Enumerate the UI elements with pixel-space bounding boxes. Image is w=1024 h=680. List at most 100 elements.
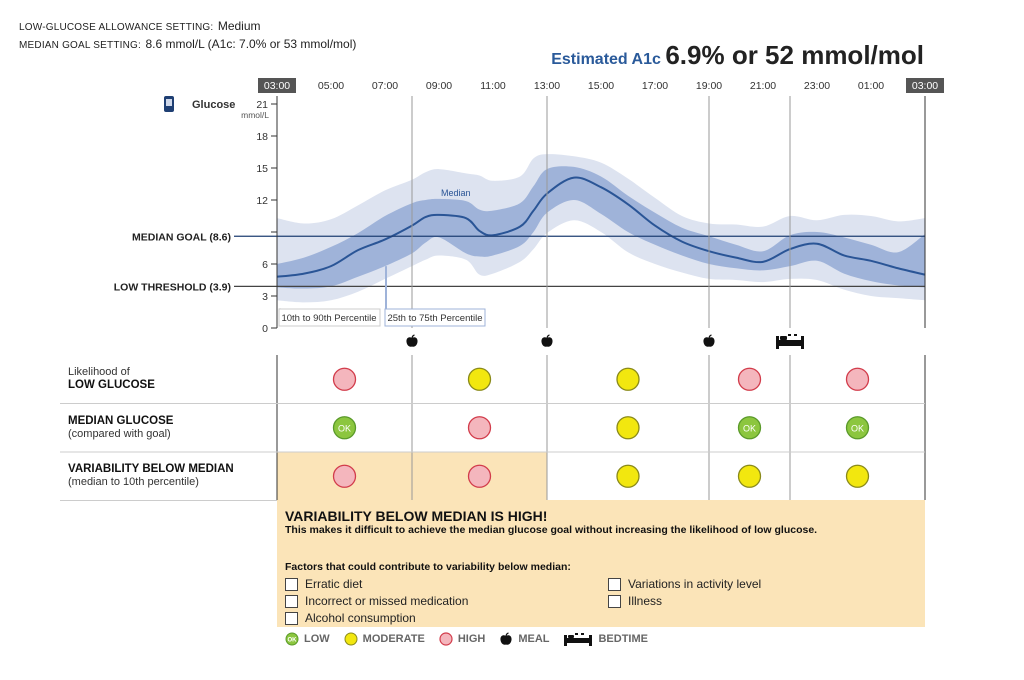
apple-icon (703, 334, 715, 347)
factor-label: Erratic diet (305, 577, 363, 591)
y-unit-label: mmol/L (241, 110, 269, 120)
x-tick-label: 07:00 (372, 80, 398, 92)
bed-frame (776, 340, 804, 346)
legend-high-label: HIGH (457, 633, 486, 645)
apple-body (406, 337, 418, 347)
bed-dot (788, 334, 791, 336)
legend-meal-label: MEAL (518, 633, 550, 645)
x-tick-badge (906, 78, 944, 93)
y-tick-label: 12 (256, 195, 268, 207)
status-ok-text: OK (338, 423, 351, 433)
status-dot-moderate (616, 464, 640, 488)
y-tick-label: 18 (256, 131, 268, 143)
factor-illness[interactable]: Illness (608, 594, 761, 608)
status-dot-high (332, 367, 357, 391)
median-label: Median (441, 188, 471, 198)
legend-ok-text: OK (288, 638, 298, 644)
row-title: MEDIAN GLUCOSE (68, 415, 174, 427)
y-tick-label: 6 (262, 259, 268, 271)
row-subtitle: (median to 10th percentile) (68, 476, 199, 488)
row-subtitle: (compared with goal) (68, 428, 171, 440)
status-dot-high (467, 464, 492, 488)
legend-bedtime: BEDTIME (563, 632, 648, 646)
factor-erratic-diet[interactable]: Erratic diet (285, 577, 468, 591)
row-label-variability: VARIABILITY BELOW MEDIAN (median to 10th… (68, 463, 234, 489)
note-subheading: This makes it difficult to achieve the m… (285, 524, 818, 536)
x-tick-label: 21:00 (750, 80, 776, 92)
legend-outer-label: 10th to 90th Percentile (281, 313, 376, 324)
moderate-dot-icon (344, 632, 358, 646)
status-ok-text: OK (851, 423, 864, 433)
checkbox[interactable] (608, 594, 621, 608)
apple-icon (406, 334, 418, 347)
apple-stem (546, 334, 550, 339)
factor-label: Alcohol consumption (305, 611, 416, 625)
status-dot-moderate (845, 464, 870, 488)
x-tick-label: 23:00 (804, 80, 830, 92)
apple-stem (708, 334, 712, 339)
bed-icon (564, 633, 593, 646)
status-dot-low (332, 416, 357, 440)
legend-meal: MEAL (499, 632, 549, 646)
status-legend: OK LOW MODERATE HIGH MEAL BEDTIME (285, 632, 648, 646)
apple-icon (541, 334, 553, 347)
apple-body (541, 337, 553, 347)
status-ok-text: OK (743, 423, 756, 433)
allowance-label: LOW-GLUCOSE ALLOWANCE SETTING: (19, 22, 214, 33)
status-dot-high (467, 416, 492, 440)
apple-body (703, 337, 715, 347)
factor-activity[interactable]: Variations in activity level (608, 577, 761, 591)
x-tick-label: 03:00 (912, 80, 938, 92)
legend-low: OK LOW (285, 632, 330, 646)
x-tick-label: 01:00 (858, 80, 884, 92)
factor-medication[interactable]: Incorrect or missed medication (285, 594, 468, 608)
median-goal-label: MEDIAN GOAL (8.6) (132, 231, 231, 243)
goal-setting: MEDIAN GOAL SETTING: 8.6 mmol/L (A1c: 7.… (19, 35, 356, 53)
x-tick-label: 17:00 (642, 80, 668, 92)
a1c-label: Estimated A1c (551, 51, 661, 68)
factor-alcohol[interactable]: Alcohol consumption (285, 611, 468, 625)
goal-value: 8.6 mmol/L (A1c: 7.0% or 53 mmol/mol) (145, 37, 357, 51)
legend-high: HIGH (439, 632, 486, 646)
status-dot-moderate (737, 464, 762, 488)
checkbox[interactable] (608, 577, 621, 591)
status-dot-high (845, 367, 870, 391)
bed-dot (794, 334, 797, 336)
x-tick-badge (258, 78, 296, 93)
bed-icon (776, 334, 804, 349)
band-25-75 (277, 166, 925, 289)
x-tick-label: 09:00 (426, 80, 452, 92)
x-tick-label: 19:00 (696, 80, 722, 92)
estimated-a1c: Estimated A1c 6.9% or 52 mmol/mol (551, 40, 924, 71)
status-dot-low (737, 416, 762, 440)
device-screen (166, 99, 172, 106)
goal-label: MEDIAN GOAL SETTING: (19, 40, 141, 51)
status-dot-high (737, 367, 762, 391)
checkbox[interactable] (285, 577, 298, 591)
row-title: Likelihood of (68, 366, 130, 378)
high-dot-icon (439, 632, 453, 646)
row-subtitle: LOW GLUCOSE (68, 379, 155, 391)
legend-outer-box (278, 308, 381, 327)
allowance-value: Medium (217, 19, 261, 33)
variability-note: VARIABILITY BELOW MEDIAN IS HIGH! This m… (277, 500, 925, 627)
y-tick-label: 21 (256, 99, 268, 111)
allowance-setting: LOW-GLUCOSE ALLOWANCE SETTING: Medium (19, 17, 261, 35)
apple-stem (411, 334, 415, 339)
y-axis-title: Glucose (192, 99, 235, 111)
x-tick-label: 03:00 (264, 80, 290, 92)
factor-label: Variations in activity level (628, 577, 762, 591)
x-tick-label: 11:00 (480, 80, 506, 92)
bed-pillow (780, 336, 787, 340)
checkbox[interactable] (285, 594, 298, 608)
y-tick-label: 3 (262, 291, 268, 303)
status-dot-moderate (616, 416, 640, 440)
median-line (276, 176, 926, 278)
y-tick-label: 0 (262, 323, 268, 335)
y-tick-label: 15 (256, 163, 268, 175)
checkbox[interactable] (285, 611, 298, 625)
factors-title: Factors that could contribute to variabi… (285, 561, 571, 573)
x-tick-label: 13:00 (534, 80, 560, 92)
low-threshold-label: LOW THRESHOLD (3.9) (114, 281, 231, 293)
